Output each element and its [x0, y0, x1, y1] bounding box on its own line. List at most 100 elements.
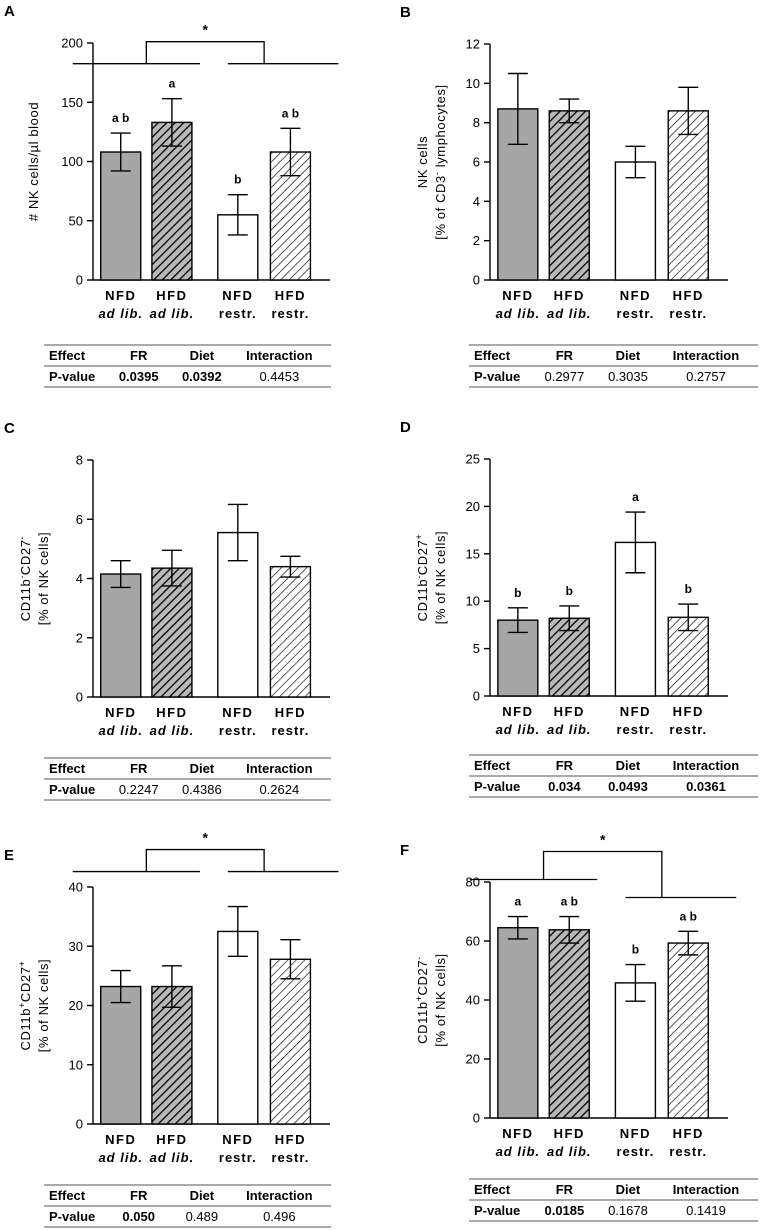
- panel-letter: F: [400, 842, 409, 859]
- panel-e: E 0 10 20 30 40 CD11b+CD27+ [% of NK cells] NFD a…: [4, 830, 339, 1228]
- table-row-label: P-value: [49, 369, 95, 384]
- y-tick-label: 80: [466, 875, 480, 890]
- x-tick-label-diet: HFD: [554, 1126, 585, 1141]
- panel-d: D 0 5 10 15 20 25 CD11b-CD27+ [% of NK cells] b NF…: [400, 419, 758, 798]
- table-p-value: 0.1678: [608, 1203, 648, 1218]
- x-tick-label-feeding: ad lib.: [98, 723, 143, 738]
- bar: [269, 565, 312, 698]
- y-tick-label: 25: [466, 452, 480, 467]
- y-tick-label: 2: [76, 630, 83, 645]
- y-tick-label: 50: [69, 213, 83, 228]
- bracket-connector: [542, 850, 663, 898]
- y-label-line: [% of NK cells]: [36, 532, 51, 626]
- x-tick-label-diet: HFD: [275, 288, 306, 303]
- x-tick-label-diet: NFD: [105, 288, 136, 303]
- significance-bracket: *: [72, 22, 339, 65]
- x-tick-label-feeding: ad lib.: [496, 306, 541, 321]
- x-tick-label-feeding: ad lib.: [547, 1144, 592, 1159]
- panel-b: B 0 2 4 6 8 10 12 NK cells[% of CD3- lymphocytes…: [400, 4, 758, 388]
- bar: [151, 985, 193, 1125]
- x-tick-label-feeding: ad lib.: [150, 306, 195, 321]
- significance-letter: b: [514, 586, 521, 600]
- bar: [614, 161, 657, 281]
- table-p-value: 0.0395: [119, 369, 159, 384]
- significance-letter: b: [685, 582, 692, 596]
- panel-c: C 0 2 4 6 8 CD11b-CD27- [% of NK cells] NFD ad li…: [4, 420, 331, 801]
- table-header-cell: Diet: [190, 348, 215, 363]
- significance-letter: a b: [282, 106, 299, 120]
- table-header-cell: Effect: [474, 348, 511, 363]
- x-tick-label-diet: NFD: [222, 705, 253, 720]
- y-tick-label: 12: [466, 37, 480, 52]
- y-tick-label: 100: [61, 154, 83, 169]
- y-label-line: [% of NK cells]: [36, 959, 51, 1053]
- table-header-cell: Interaction: [673, 758, 740, 773]
- x-tick-label-diet: HFD: [554, 704, 585, 719]
- y-label-line: CD11b+CD27+: [17, 961, 33, 1051]
- y-tick-label: 0: [76, 273, 83, 288]
- table-row-label: P-value: [474, 369, 520, 384]
- significance-letter: a b: [680, 909, 697, 923]
- x-tick-label-feeding: restr.: [272, 723, 310, 738]
- significance-letter: a b: [561, 895, 578, 909]
- x-tick-label-feeding: restr.: [272, 1150, 310, 1165]
- y-tick-label: 15: [466, 546, 480, 561]
- panel-letter: E: [4, 847, 14, 864]
- table-p-value: 0.4453: [259, 369, 299, 384]
- y-tick-label: 0: [76, 690, 83, 705]
- table-p-value: 0.3035: [608, 369, 648, 384]
- x-tick-label-diet: HFD: [673, 1126, 704, 1141]
- x-tick-label-feeding: restr.: [219, 306, 257, 321]
- bar: [548, 110, 590, 281]
- bar: [217, 930, 259, 1125]
- y-tick-label: 60: [466, 934, 480, 949]
- panel-f: F 0 20 40 60 80 CD11b+CD27- [% of NK cells] a NFD…: [400, 832, 758, 1222]
- x-tick-label-feeding: restr.: [669, 722, 707, 737]
- x-tick-label-diet: NFD: [620, 704, 651, 719]
- table-header-cell: Interaction: [246, 348, 313, 363]
- table-p-value: 0.2757: [686, 369, 726, 384]
- table-header-cell: Interaction: [246, 1188, 313, 1203]
- y-label-line: [% of NK cells]: [433, 953, 448, 1047]
- y-tick-label: 2: [473, 233, 480, 248]
- y-label-line: [% of NK cells]: [433, 531, 448, 625]
- bar: [100, 985, 142, 1125]
- significance-letter: a b: [112, 111, 129, 125]
- table-p-value: 0.489: [186, 1209, 219, 1224]
- x-tick-label-diet: NFD: [105, 705, 136, 720]
- table-row-label: P-value: [49, 782, 95, 797]
- x-tick-label-feeding: ad lib.: [98, 1150, 143, 1165]
- table-header-cell: Diet: [616, 758, 641, 773]
- table-header-cell: Diet: [616, 1182, 641, 1197]
- x-tick-label-diet: NFD: [502, 704, 533, 719]
- bar: [151, 567, 193, 698]
- y-tick-label: 0: [473, 689, 480, 704]
- y-tick-label: 4: [473, 194, 480, 209]
- y-label-line: CD11b-CD27+: [414, 534, 430, 622]
- table-p-value: 0.2977: [544, 369, 584, 384]
- table-p-value: 0.0185: [544, 1203, 584, 1218]
- significance-star: *: [202, 22, 208, 38]
- x-tick-label-feeding: ad lib.: [150, 723, 195, 738]
- bar: [667, 942, 709, 1119]
- table-header-cell: FR: [130, 761, 148, 776]
- y-label-line: CD11b-CD27-: [17, 536, 33, 621]
- y-axis-label: NK cells[% of CD3- lymphocytes]: [415, 84, 448, 240]
- x-tick-label-diet: NFD: [222, 1132, 253, 1147]
- table-p-value: 0.2624: [259, 782, 299, 797]
- y-label-line: NK cells: [415, 136, 430, 188]
- panel-a: A 0 50 100 150 200 # NK cells/µl blood a b NFD ad…: [4, 3, 339, 388]
- y-axis-label: CD11b-CD27- [% of NK cells]: [17, 532, 51, 626]
- x-tick-label-diet: NFD: [105, 1132, 136, 1147]
- table-header-cell: FR: [130, 348, 148, 363]
- table-header-cell: Effect: [49, 1188, 86, 1203]
- significance-star: *: [202, 830, 208, 846]
- table-p-value: 0.0493: [608, 779, 648, 794]
- y-tick-label: 8: [473, 115, 480, 130]
- y-axis-label: CD11b-CD27+ [% of NK cells]: [414, 531, 448, 625]
- y-tick-label: 20: [466, 1052, 480, 1067]
- bar: [667, 110, 709, 281]
- y-tick-label: 40: [466, 993, 480, 1008]
- bar: [100, 151, 142, 281]
